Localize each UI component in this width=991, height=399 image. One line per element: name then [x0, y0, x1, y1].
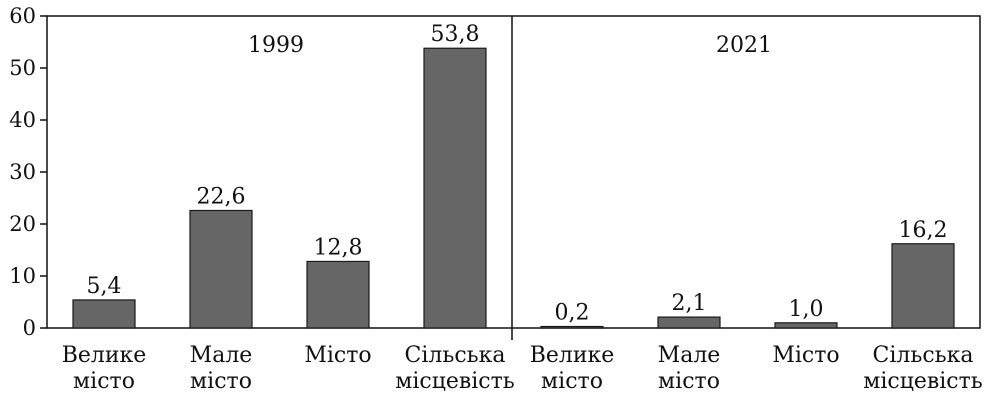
category-label: місто: [190, 369, 252, 394]
bar: [657, 316, 721, 329]
bar: [891, 243, 955, 329]
bar: [423, 47, 487, 329]
y-tick-label: 30: [9, 160, 36, 184]
bar: [306, 260, 370, 329]
data-label: 12,8: [314, 235, 363, 260]
category-label: місто: [73, 369, 135, 394]
y-tick-label: 60: [9, 4, 36, 28]
data-label: 22,6: [197, 184, 246, 209]
y-tick-label: 0: [23, 316, 36, 340]
category-label: Сільська: [873, 343, 974, 368]
bar: [189, 209, 253, 329]
category-label: місто: [658, 369, 720, 394]
y-tick-label: 10: [9, 264, 36, 288]
category-label: Мале: [658, 343, 721, 368]
y-tick-label: 40: [9, 108, 36, 132]
bar: [72, 299, 136, 329]
category-label: Місто: [304, 343, 371, 368]
data-label: 53,8: [431, 22, 480, 47]
category-label: Сільська: [405, 343, 506, 368]
data-label: 0,2: [555, 301, 590, 326]
plot-frame: [46, 15, 981, 329]
bar: [540, 325, 604, 329]
bar: [774, 322, 838, 329]
category-label: Місто: [772, 343, 839, 368]
panel-title: 1999: [248, 33, 304, 58]
panel-title: 2021: [716, 33, 772, 58]
category-label: Велике: [530, 343, 615, 368]
y-tick-label: 50: [9, 56, 36, 80]
data-label: 16,2: [899, 218, 948, 243]
category-label: Велике: [62, 343, 147, 368]
category-label: Мале: [190, 343, 253, 368]
category-label: місцевість: [395, 369, 515, 394]
data-label: 2,1: [672, 291, 707, 316]
category-label: місцевість: [863, 369, 983, 394]
y-tick-label: 20: [9, 212, 36, 236]
category-label: місто: [541, 369, 603, 394]
data-label: 5,4: [87, 274, 122, 299]
data-label: 1,0: [789, 297, 824, 322]
